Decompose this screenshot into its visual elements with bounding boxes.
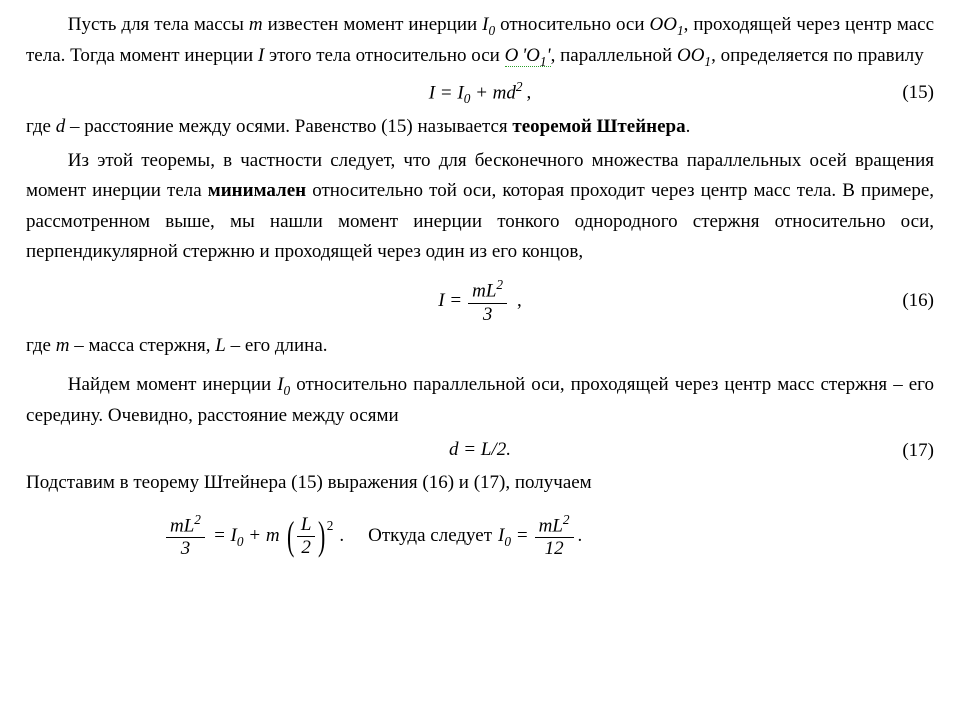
dot: . bbox=[686, 116, 691, 137]
text: – его длина. bbox=[231, 335, 328, 356]
paragraph-6: Подставим в теорему Штейнера (15) выраже… bbox=[26, 468, 934, 498]
equation-15: I = I0 + md2 , (15) bbox=[26, 76, 934, 109]
final-text: Откуда следует bbox=[368, 521, 492, 551]
eq-number-17: (17) bbox=[902, 435, 934, 465]
var-I: I bbox=[258, 45, 264, 66]
paragraph-4: где m – масса стержня, L – его длина. bbox=[26, 331, 934, 361]
text: Пусть для тела массы bbox=[68, 14, 249, 35]
text: – расстояние между осями. Равенство (15)… bbox=[70, 116, 512, 137]
sq: 2 bbox=[327, 515, 334, 536]
steiner-theorem: теоремой Штейнера bbox=[512, 116, 685, 137]
text: Подставим в теорему Штейнера (15) выраже… bbox=[26, 472, 592, 493]
var-m-2: m bbox=[56, 335, 70, 356]
eq17-body: d = L/2. bbox=[449, 435, 511, 465]
rparen: ) bbox=[318, 516, 325, 556]
eq15-body: I = I0 + md2 bbox=[429, 76, 523, 109]
text: этого тела относительно оси bbox=[269, 45, 505, 66]
eq-mid: = I0 + m bbox=[213, 521, 280, 552]
eq16-frac: mL2 3 bbox=[468, 277, 507, 325]
dot: . bbox=[578, 521, 583, 551]
axis-OO1: OO1 bbox=[650, 14, 684, 35]
text: Найдем момент инерции bbox=[68, 374, 277, 395]
paragraph-1: Пусть для тела массы m известен момент и… bbox=[26, 10, 934, 72]
comma: , bbox=[517, 286, 522, 316]
frac-mL2-12: mL2 12 bbox=[535, 512, 574, 560]
eq-number-16: (16) bbox=[902, 286, 934, 316]
text: известен момент инерции bbox=[268, 14, 483, 35]
var-L: L bbox=[215, 335, 226, 356]
paragraph-2: где d – расстояние между осями. Равенств… bbox=[26, 112, 934, 142]
dot: . bbox=[339, 521, 344, 551]
text: – масса стержня, bbox=[74, 335, 215, 356]
var-d: d bbox=[56, 116, 66, 137]
text: , параллельной bbox=[551, 45, 677, 66]
equation-16: I = mL2 3 , (16) bbox=[26, 277, 934, 325]
eq-number-15: (15) bbox=[902, 78, 934, 108]
text: относительно оси bbox=[500, 14, 649, 35]
paragraph-3: Из этой теоремы, в частности следует, чт… bbox=[26, 146, 934, 268]
axis-OO1-2: OO1 bbox=[677, 45, 711, 66]
comma: , bbox=[527, 78, 532, 108]
var-I0: I0 bbox=[482, 14, 495, 35]
var-m: m bbox=[249, 14, 263, 35]
var-I0-3: I0 = bbox=[498, 521, 529, 552]
equation-final: mL2 3 = I0 + m ( L 2 ) 2 . Откуда следуе… bbox=[26, 512, 934, 560]
text: где bbox=[26, 335, 56, 356]
var-I0-2: I0 bbox=[277, 374, 290, 395]
frac-mL2-3: mL2 3 bbox=[166, 512, 205, 560]
minimal: минимален bbox=[208, 180, 306, 201]
equation-17: d = L/2. (17) bbox=[26, 435, 934, 465]
lparen: ( bbox=[287, 516, 294, 556]
text: где bbox=[26, 116, 56, 137]
axis-OpO1p: O 'O1' bbox=[505, 45, 551, 67]
frac-L-2: L 2 bbox=[297, 514, 316, 559]
eq16-lhs: I = bbox=[438, 286, 462, 316]
text: , определяется по правилу bbox=[711, 45, 924, 66]
paragraph-5: Найдем момент инерции I0 относительно па… bbox=[26, 370, 934, 431]
